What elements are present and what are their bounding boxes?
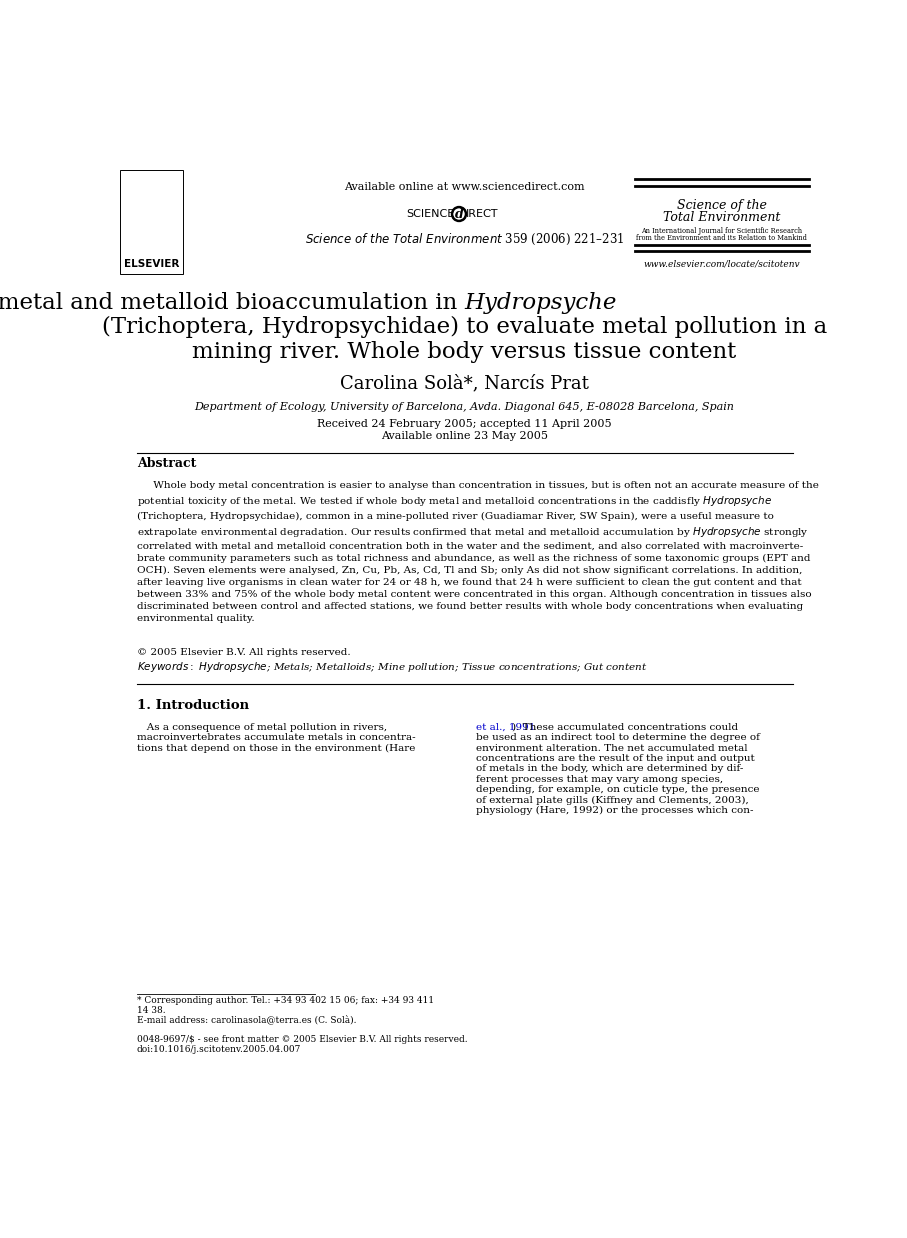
Text: of external plate gills (Kiffney and Clements, 2003),: of external plate gills (Kiffney and Cle… — [476, 796, 749, 805]
Text: 14 38.: 14 38. — [137, 1006, 165, 1015]
Text: $\it{Keywords:\ Hydropsyche}$; Metals; Metalloids; Mine pollution; Tissue concen: $\it{Keywords:\ Hydropsyche}$; Metals; M… — [137, 660, 648, 673]
Text: be used as an indirect tool to determine the degree of: be used as an indirect tool to determine… — [476, 733, 760, 743]
Text: ferent processes that may vary among species,: ferent processes that may vary among spe… — [476, 775, 723, 784]
Text: * Corresponding author. Tel.: +34 93 402 15 06; fax: +34 93 411: * Corresponding author. Tel.: +34 93 402… — [137, 997, 434, 1005]
Text: mining river. Whole body versus tissue content: mining river. Whole body versus tissue c… — [192, 340, 736, 363]
Text: Carolina Solà*, Narcís Prat: Carolina Solà*, Narcís Prat — [340, 375, 589, 392]
Text: ELSEVIER: ELSEVIER — [123, 259, 179, 269]
Text: © 2005 Elsevier B.V. All rights reserved.: © 2005 Elsevier B.V. All rights reserved… — [137, 649, 350, 657]
Text: SCIENCE: SCIENCE — [406, 209, 454, 219]
Text: 0048-9697/$ - see front matter © 2005 Elsevier B.V. All rights reserved.: 0048-9697/$ - see front matter © 2005 El… — [137, 1035, 467, 1044]
Text: E-mail address: carolinasola@terra.es (C. Solà).: E-mail address: carolinasola@terra.es (C… — [137, 1015, 356, 1025]
Text: d: d — [454, 208, 463, 220]
Text: of metals in the body, which are determined by dif-: of metals in the body, which are determi… — [476, 765, 744, 774]
Text: from the Environment and its Relation to Mankind: from the Environment and its Relation to… — [637, 234, 807, 241]
Text: Department of Ecology, University of Barcelona, Avda. Diagonal 645, E-08028 Barc: Department of Ecology, University of Bar… — [194, 402, 735, 412]
Text: depending, for example, on cuticle type, the presence: depending, for example, on cuticle type,… — [476, 785, 759, 795]
Text: Received 24 February 2005; accepted 11 April 2005: Received 24 February 2005; accepted 11 A… — [317, 420, 611, 430]
Text: As a consequence of metal pollution in rivers,: As a consequence of metal pollution in r… — [137, 723, 386, 732]
Bar — [120, 170, 183, 274]
Text: Available online 23 May 2005: Available online 23 May 2005 — [381, 431, 548, 441]
Text: tions that depend on those in the environment (Hare: tions that depend on those in the enviro… — [137, 744, 415, 753]
Text: $\bf{\it{Science\ of\ the\ Total\ Environment}}$ 359 (2006) 221–231: $\bf{\it{Science\ of\ the\ Total\ Enviro… — [305, 232, 624, 246]
Text: Hydropsyche: Hydropsyche — [464, 292, 617, 313]
Text: ). These accumulated concentrations could: ). These accumulated concentrations coul… — [512, 723, 738, 732]
Text: macroinvertebrates accumulate metals in concentra-: macroinvertebrates accumulate metals in … — [137, 733, 415, 743]
Text: Available online at www.sciencedirect.com: Available online at www.sciencedirect.co… — [344, 182, 585, 192]
Text: Total Environment: Total Environment — [663, 212, 780, 224]
Text: et al., 1991: et al., 1991 — [476, 723, 535, 732]
Text: Whole body metal concentration is easier to analyse than concentration in tissue: Whole body metal concentration is easier… — [137, 482, 818, 623]
Text: ·: · — [488, 206, 492, 218]
Text: (Trichoptera, Hydropsychidae) to evaluate metal pollution in a: (Trichoptera, Hydropsychidae) to evaluat… — [102, 316, 827, 338]
Text: Science of the: Science of the — [677, 199, 766, 212]
Text: IRECT: IRECT — [466, 209, 499, 219]
Text: 1. Introduction: 1. Introduction — [137, 699, 249, 712]
Text: concentrations are the result of the input and output: concentrations are the result of the inp… — [476, 754, 755, 763]
Text: Abstract: Abstract — [137, 457, 196, 470]
Text: physiology (Hare, 1992) or the processes which con-: physiology (Hare, 1992) or the processes… — [476, 806, 754, 815]
Text: www.elsevier.com/locate/scitotenv: www.elsevier.com/locate/scitotenv — [643, 260, 800, 269]
Text: doi:10.1016/j.scitotenv.2005.04.007: doi:10.1016/j.scitotenv.2005.04.007 — [137, 1045, 301, 1054]
Text: An International Journal for Scientific Research: An International Journal for Scientific … — [641, 227, 803, 235]
Text: Monitoring metal and metalloid bioaccumulation in: Monitoring metal and metalloid bioaccumu… — [0, 292, 464, 313]
Text: environment alteration. The net accumulated metal: environment alteration. The net accumula… — [476, 744, 747, 753]
